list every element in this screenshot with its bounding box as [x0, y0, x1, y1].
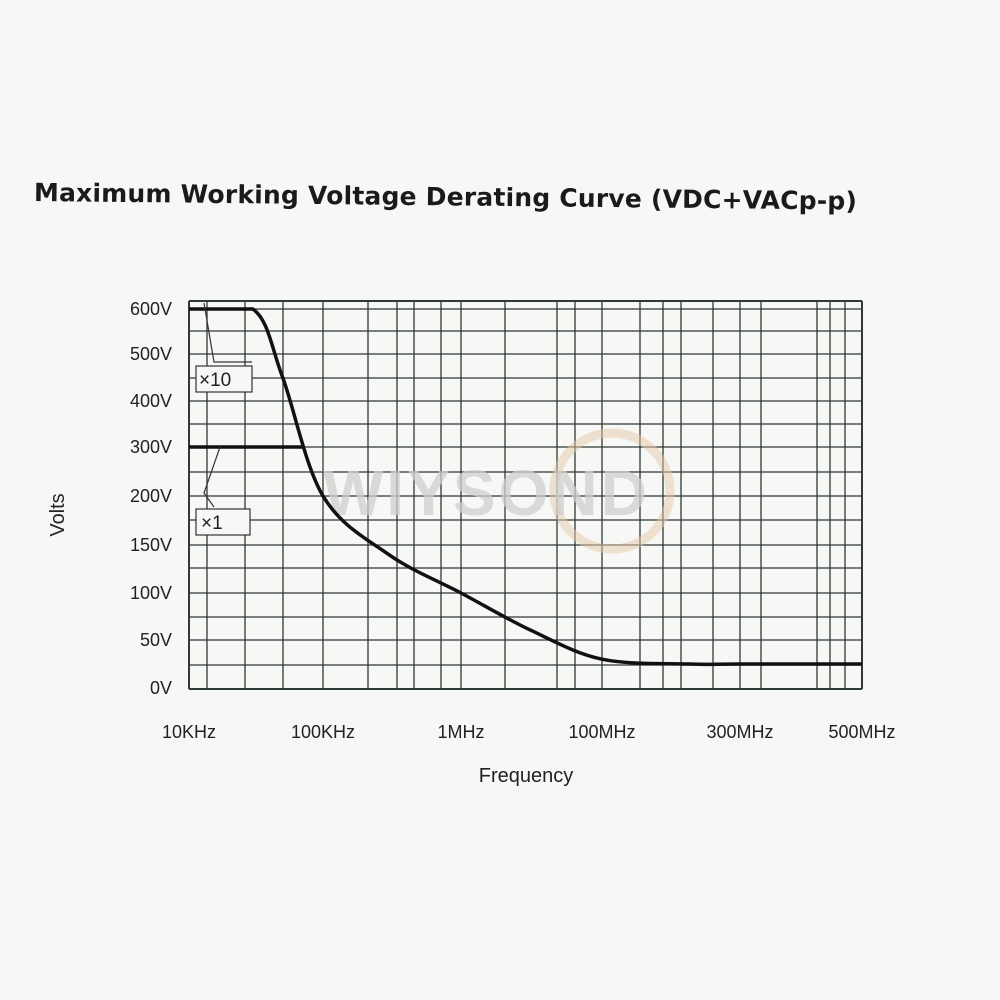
- y-tick-label: 50V: [140, 630, 172, 650]
- callouts: ×10 ×1: [195, 302, 253, 536]
- watermark-text: WIYSOND: [323, 457, 650, 529]
- callout-x10-leader: [203, 302, 252, 363]
- callout-x10-box: [195, 365, 253, 393]
- y-tick-labels: 0V 50V 100V 150V 200V 300V 400V 500V 600V: [130, 299, 172, 698]
- watermark-ring: [549, 428, 675, 554]
- series-line-x10: [189, 307, 862, 667]
- x-tick-label: 1MHz: [437, 722, 484, 742]
- series-layer: [189, 307, 862, 667]
- x-tick-label: 10KHz: [162, 722, 216, 742]
- y-tick-label: 100V: [130, 583, 172, 603]
- y-tick-label: 200V: [130, 486, 172, 506]
- callout-x10-label: ×10: [199, 370, 231, 391]
- x-tick-label: 100MHz: [568, 722, 635, 742]
- x-tick-label: 300MHz: [706, 722, 773, 742]
- grid: [188, 300, 863, 690]
- x-tick-label: 100KHz: [291, 722, 355, 742]
- y-tick-label: 600V: [130, 299, 172, 319]
- y-tick-label: 400V: [130, 391, 172, 411]
- callout-x1-box: [195, 508, 251, 536]
- callout-x1-label: ×1: [201, 513, 223, 534]
- y-tick-label: 500V: [130, 344, 172, 364]
- x-tick-label: 500MHz: [828, 722, 895, 742]
- callout-x1-leader: [203, 446, 221, 508]
- x-axis-label: Frequency: [479, 765, 574, 787]
- y-tick-label: 300V: [130, 437, 172, 457]
- y-axis-label: Volts: [47, 493, 69, 536]
- watermark: WIYSOND: [323, 428, 675, 554]
- y-tick-label: 150V: [130, 535, 172, 555]
- x-tick-labels: 10KHz 100KHz 1MHz 100MHz 300MHz 500MHz: [162, 722, 896, 742]
- y-tick-label: 0V: [150, 678, 172, 698]
